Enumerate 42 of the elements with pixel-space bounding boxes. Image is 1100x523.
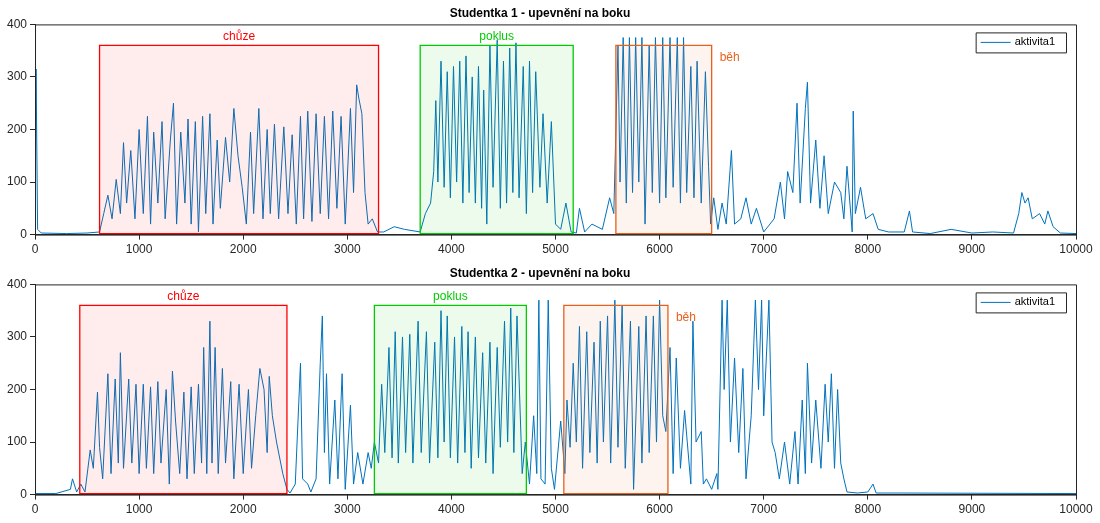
band-label: poklus: [479, 28, 515, 43]
y-tick-label: 0: [20, 226, 28, 241]
x-tick-label: 6000: [646, 242, 674, 257]
x-tick-label: 7000: [750, 502, 778, 517]
y-tick-label: 100: [6, 434, 28, 449]
y-tick-label: 300: [6, 69, 28, 84]
band-label: běh: [719, 49, 740, 64]
x-tick-label: 7000: [750, 242, 778, 257]
y-tick-label: 300: [6, 329, 28, 344]
chart-title: Studentka 2 - upevnění na boku: [449, 265, 631, 280]
y-tick-label: 400: [6, 16, 28, 31]
band-label: chůze: [167, 288, 200, 303]
x-tick-label: 6000: [646, 502, 674, 517]
x-tick-label: 3000: [333, 502, 361, 517]
legend-label: aktivita1: [1014, 295, 1056, 308]
x-tick-label: 4000: [438, 502, 466, 517]
x-tick-label: 1000: [125, 502, 153, 517]
y-tick-label: 100: [6, 174, 28, 189]
band-label: chůze: [223, 28, 256, 43]
y-tick-label: 200: [6, 121, 28, 136]
x-tick-label: 5000: [542, 502, 570, 517]
x-tick-label: 9000: [958, 242, 986, 257]
x-tick-label: 2000: [229, 242, 257, 257]
x-tick-label: 8000: [854, 242, 882, 257]
x-tick-label: 9000: [958, 502, 986, 517]
y-tick-label: 400: [6, 276, 28, 291]
x-tick-label: 10000: [1059, 242, 1094, 257]
y-tick-label: 200: [6, 381, 28, 396]
band-label: poklus: [433, 288, 468, 303]
x-tick-label: 10000: [1059, 502, 1094, 517]
y-tick-label: 0: [20, 486, 28, 501]
x-tick-label: 2000: [229, 502, 257, 517]
x-tick-label: 0: [31, 242, 39, 257]
x-tick-label: 5000: [542, 242, 570, 257]
x-tick-label: 1000: [125, 242, 153, 257]
x-tick-label: 4000: [438, 242, 466, 257]
band-label: běh: [675, 309, 696, 324]
x-tick-label: 0: [31, 502, 39, 517]
chart-title: Studentka 1 - upevnění na boku: [449, 5, 631, 20]
legend-label: aktivita1: [1014, 35, 1056, 48]
x-tick-label: 8000: [854, 502, 882, 517]
x-tick-label: 3000: [333, 242, 361, 257]
